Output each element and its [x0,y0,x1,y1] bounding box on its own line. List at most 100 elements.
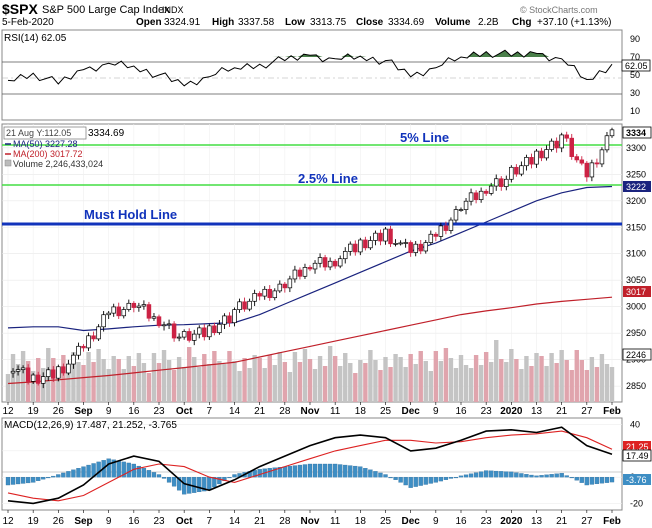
macd-histogram-bar [292,465,298,478]
macd-histogram-bar [287,465,293,478]
two-point-five-percent-line-label: 2.5% Line [298,171,358,186]
macd-histogram-bar [5,476,11,486]
volume-bar [322,366,328,402]
volume-bar [428,371,433,402]
macd-histogram-bar [31,476,36,483]
macd-histogram-bar [368,469,373,478]
down-candle [242,301,247,310]
macd-histogram-bar [569,476,574,479]
chart-date: 5-Feb-2020 [2,17,54,28]
volume-bar [398,357,403,402]
volume-bar [232,361,237,402]
date-tick-label: 27 [581,516,593,527]
up-candle [86,335,91,349]
macd-histogram-bar [61,472,66,478]
down-candle [131,302,137,308]
price-tick-label: 3300 [626,143,646,153]
open-value: 3324.91 [164,17,201,28]
macd-histogram-bar [524,474,529,478]
macd-histogram-bar [212,476,217,488]
volume-badge [622,348,652,361]
down-candle [514,166,519,175]
volume-bar [181,367,187,402]
rsi-frame [1,29,623,121]
volume-bar [534,353,539,402]
down-candle [418,243,423,252]
date-tick-label: 12 [2,406,14,417]
volume-bar [358,360,363,402]
volume-bar [202,354,207,402]
date-tick-label: 26 [53,406,65,417]
macd-histogram-bar [564,475,569,478]
macd-histogram-bar [202,476,207,492]
up-candle [342,251,348,260]
macd-histogram-bar [121,461,126,478]
up-candle [317,257,323,264]
volume-bar [96,349,101,402]
volume-bar [413,364,418,402]
macd-histogram-bar [484,470,489,478]
up-candle [509,166,514,180]
date-tick-label: Nov [301,406,320,417]
volume-bar [393,354,398,402]
down-candle [212,325,217,333]
volume-bar [408,354,413,402]
price-tick-label: 2850 [626,381,646,391]
ma50-badge-text: 3222 [626,182,646,192]
volume-bar [317,356,323,402]
macd-histogram-bar [277,467,282,478]
macd-tick-label: 40 [630,420,640,430]
close-value: 3334.69 [388,17,425,28]
volume-bar [76,362,81,402]
macd-histogram-bar [529,474,534,478]
up-candle [589,162,595,178]
macd-histogram-bar [176,476,182,491]
macd-histogram-bar [468,473,474,478]
date-tick-label: 21 [556,406,568,417]
macd-histogram-bar [514,472,519,478]
macd-histogram-bar [343,464,348,478]
volume-bar [197,367,202,402]
volume-bar [463,365,469,402]
up-candle [504,178,509,187]
macd-histogram-bar [76,468,81,478]
rsi-tick-label: 10 [630,106,640,116]
macd-histogram-bar [51,475,56,478]
up-candle [161,324,167,327]
low-label: Low [285,17,305,28]
up-candle [111,306,116,314]
volume-bar [282,362,288,402]
down-candle [594,162,600,165]
macd-histogram-bar [307,463,313,478]
volume-bar [20,351,26,402]
rsi-label: RSI(14) 62.05 [4,33,67,44]
volume-bar [10,354,16,402]
date-tick-label: Oct [176,516,193,527]
volume-bar [332,356,338,402]
up-candle [549,140,554,150]
date-tick-label: 23 [481,406,493,417]
volume-bar [252,355,257,402]
volume-bar [217,361,222,402]
date-tick-label: 16 [128,516,140,527]
date-tick-label: 14 [229,406,241,417]
macd-histogram-bar [594,476,600,485]
macd-histogram-bar [141,468,147,478]
volume-bar [589,357,595,402]
volume-bar [579,360,584,402]
volume-bar [187,347,192,402]
macd-histogram-bar [509,471,514,478]
rsi-tick-label: 30 [630,88,640,98]
volume-bar [348,363,353,402]
macd-histogram-bar [473,472,479,478]
macd-histogram-bar [589,476,595,485]
volume-value: 2.2B [478,17,499,28]
up-candle [398,242,403,245]
crosshair-readout-text: 21 Aug Y:112.05 [6,128,71,138]
rsi-tick-label: 70 [630,52,640,62]
macd-histogram-bar [443,476,449,480]
macd-histogram-bar [272,467,277,478]
up-candle [277,283,283,292]
volume-bar [166,360,172,402]
volume-bar [151,353,157,402]
